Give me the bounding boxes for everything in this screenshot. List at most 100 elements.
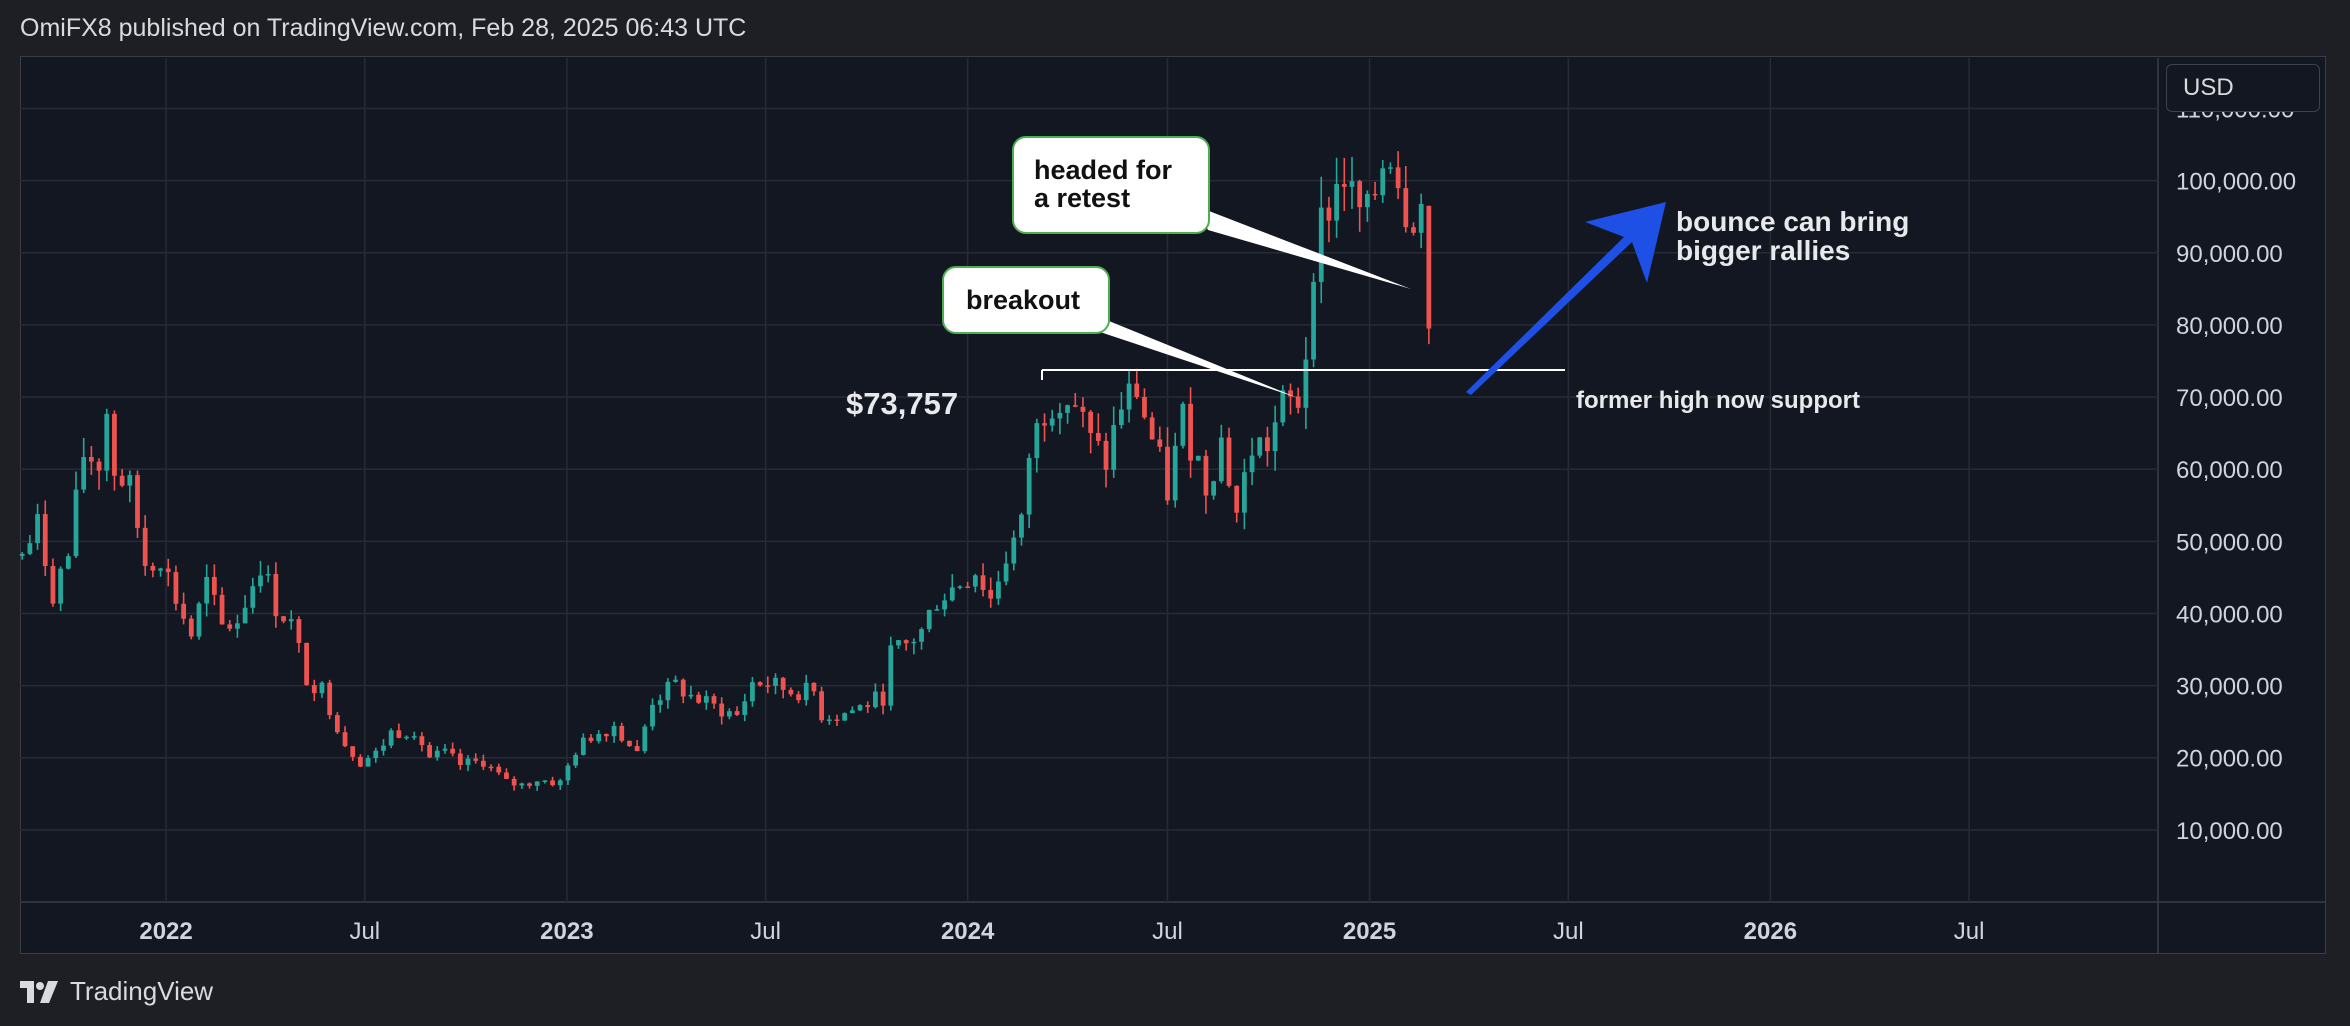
candle-body xyxy=(1372,193,1378,196)
footer-brand[interactable]: TradingView xyxy=(20,976,213,1007)
candle-body xyxy=(873,691,878,708)
candle-body xyxy=(972,575,978,587)
callout-retest[interactable]: headed for a retest xyxy=(1012,136,1210,234)
candle-body xyxy=(1095,432,1101,441)
candle-body xyxy=(135,475,140,528)
candle-body xyxy=(296,619,302,643)
candle-body xyxy=(688,694,694,697)
x-tick-label: 2022 xyxy=(139,918,192,945)
candle-body xyxy=(258,575,263,587)
currency-selector[interactable]: USD xyxy=(2166,64,2320,112)
candle-body xyxy=(919,629,924,642)
candle-body xyxy=(742,701,748,715)
callout-breakout[interactable]: breakout xyxy=(942,266,1110,334)
candle-body xyxy=(42,514,48,566)
candle-body xyxy=(1019,514,1024,538)
candle-body xyxy=(573,754,579,766)
candle-body xyxy=(450,748,456,754)
candle-body xyxy=(365,758,371,767)
candle-body xyxy=(1303,359,1309,408)
candle-body xyxy=(273,573,279,617)
candle-body xyxy=(926,609,932,630)
candle-body xyxy=(611,725,617,737)
candle-body xyxy=(542,780,548,782)
candle-body xyxy=(81,456,87,490)
candle-body xyxy=(1311,281,1316,360)
candle-body xyxy=(1226,437,1232,486)
candle-body xyxy=(773,677,778,686)
candle-body xyxy=(1349,181,1355,187)
y-tick-label: 20,000.00 xyxy=(2176,746,2283,773)
candle-body xyxy=(181,603,186,619)
candle-body xyxy=(88,456,94,462)
candle-body xyxy=(1003,563,1009,582)
bounce-note-line1: bounce can bring xyxy=(1676,206,1910,237)
candle-body xyxy=(457,753,463,765)
candle-body xyxy=(50,565,56,604)
candle-body xyxy=(642,726,648,752)
x-tick-label: Jul xyxy=(1553,918,1584,945)
candle-body xyxy=(842,713,848,721)
candle-body xyxy=(35,514,40,544)
candle-body xyxy=(934,609,940,611)
candle-body xyxy=(580,737,586,755)
y-tick-label: 50,000.00 xyxy=(2176,529,2283,556)
tradingview-logo-icon xyxy=(20,980,58,1003)
candle-body xyxy=(358,756,363,767)
y-tick-label: 70,000.00 xyxy=(2176,385,2283,412)
candle-body xyxy=(1334,184,1340,221)
candle-body xyxy=(796,694,801,701)
candle-body xyxy=(58,568,64,604)
candle-body xyxy=(427,745,432,758)
candle-body xyxy=(1026,457,1032,515)
callout-breakout-pointer xyxy=(1072,306,1298,398)
candle-body xyxy=(711,696,717,704)
callout-retest-line1: headed for xyxy=(1034,155,1173,185)
candlestick-series xyxy=(19,151,1432,791)
candle-body xyxy=(596,733,602,742)
candle-body xyxy=(1195,455,1201,461)
candle-body xyxy=(173,572,179,604)
candle-body xyxy=(980,575,986,590)
candle-body xyxy=(165,568,171,573)
candle-body xyxy=(880,691,886,706)
candle-body xyxy=(1188,403,1193,461)
candle-body xyxy=(634,746,640,752)
x-tick-label: Jul xyxy=(349,918,380,945)
candle-body xyxy=(911,641,917,644)
candle-body xyxy=(404,736,409,739)
candle-body xyxy=(1265,437,1270,452)
candle-body xyxy=(1272,422,1278,452)
candle-body xyxy=(381,745,386,751)
candle-body xyxy=(1411,227,1416,233)
candle-body xyxy=(1157,439,1163,447)
y-tick-label: 80,000.00 xyxy=(2176,313,2283,340)
candle-body xyxy=(1257,437,1263,456)
y-tick-label: 10,000.00 xyxy=(2176,818,2283,845)
candle-body xyxy=(903,640,909,644)
candle-body xyxy=(373,750,379,759)
x-tick-label: 2023 xyxy=(540,918,593,945)
candle-body xyxy=(1134,383,1140,397)
drawing-overlays xyxy=(1041,202,1666,398)
candle-body xyxy=(1011,537,1017,564)
y-tick-label: 40,000.00 xyxy=(2176,601,2283,628)
candle-body xyxy=(196,603,202,637)
candle-body xyxy=(826,719,832,721)
y-tick-label: 90,000.00 xyxy=(2176,241,2283,268)
candle-body xyxy=(311,685,317,694)
candle-body xyxy=(250,586,256,608)
published-by-line: OmiFX8 published on TradingView.com, Feb… xyxy=(20,14,747,42)
candle-body xyxy=(127,475,133,486)
candle-body xyxy=(765,685,771,687)
candle-body xyxy=(803,682,809,701)
candle-body xyxy=(1234,485,1240,513)
candle-body xyxy=(434,750,440,758)
candle-body xyxy=(304,642,309,686)
candle-body xyxy=(1280,390,1286,423)
price-level-label: $73,757 xyxy=(846,386,959,421)
candle-body xyxy=(1149,417,1155,440)
candle-body xyxy=(96,461,102,471)
support-label: former high now support xyxy=(1576,387,1860,414)
